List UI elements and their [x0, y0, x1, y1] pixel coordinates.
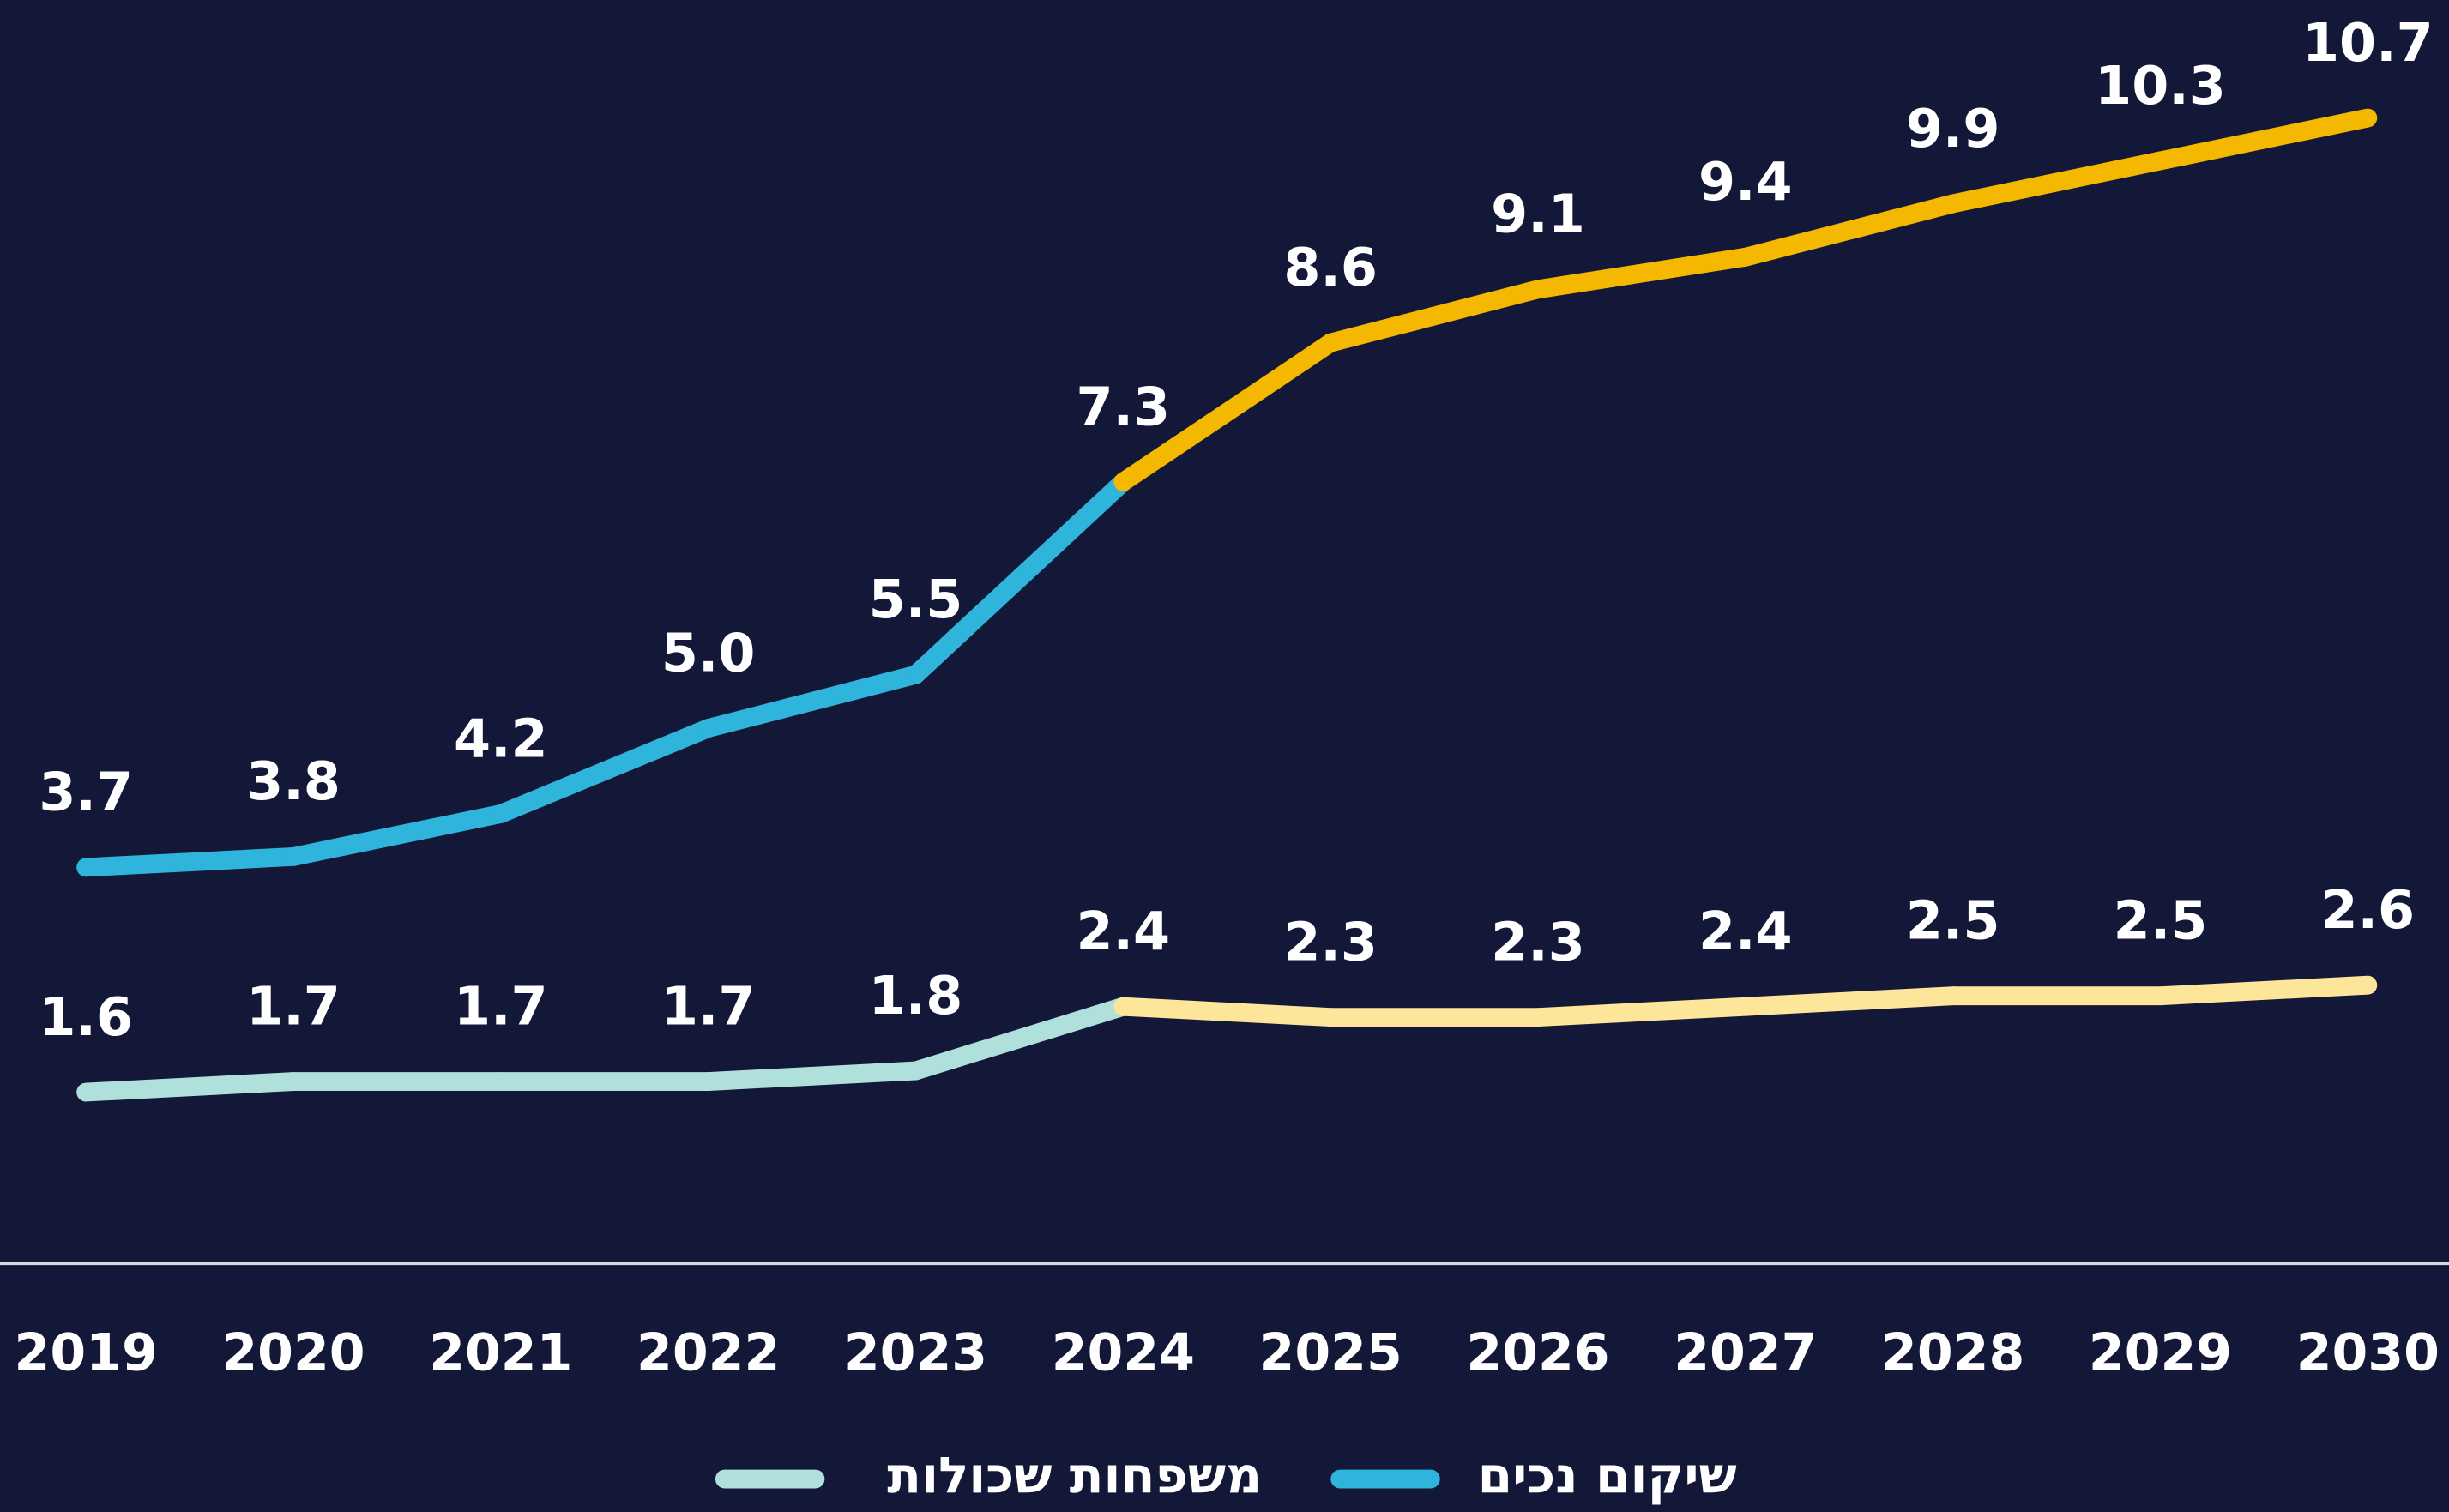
x-tick-label: 2027 — [1674, 1322, 1817, 1382]
data-label: 10.7 — [2302, 12, 2434, 74]
data-label: 1.7 — [454, 975, 548, 1037]
x-tick-label: 2026 — [1466, 1322, 1609, 1382]
data-label: 7.3 — [1076, 376, 1170, 437]
data-label: 9.4 — [1698, 151, 1793, 213]
legend-label: משפחות שכולות — [887, 1447, 1262, 1505]
line-segment — [906, 473, 1133, 684]
x-tick-label: 2024 — [1052, 1322, 1195, 1382]
data-label: 3.7 — [39, 762, 133, 823]
data-label: 9.1 — [1491, 184, 1585, 245]
line-segment — [1735, 986, 1963, 1016]
x-tick-label: 2029 — [2089, 1322, 2232, 1382]
data-label: 9.9 — [1906, 98, 2000, 160]
data-label: 10.3 — [2095, 55, 2226, 117]
data-label: 1.7 — [661, 975, 756, 1037]
line-segment — [2150, 108, 2378, 171]
data-label: 2.5 — [1906, 890, 2000, 952]
line-segment — [1735, 194, 1963, 267]
x-tick-label: 2030 — [2296, 1322, 2440, 1382]
x-tick-label: 2019 — [15, 1322, 158, 1382]
x-tick-label: 2025 — [1259, 1322, 1402, 1382]
data-label: 1.7 — [246, 975, 341, 1037]
x-tick-label: 2023 — [844, 1322, 987, 1382]
line-segment — [698, 665, 926, 738]
line-segment — [698, 1061, 926, 1091]
line-segment — [1529, 247, 1755, 299]
line-segment — [76, 1072, 303, 1102]
data-label: 2.4 — [1076, 901, 1170, 962]
line-segment — [1529, 997, 1755, 1027]
line-segment — [1113, 333, 1341, 491]
line-segment — [1321, 280, 1547, 352]
data-label: 3.8 — [246, 750, 341, 812]
x-tick-label: 2028 — [1881, 1322, 2024, 1382]
data-label: 2.5 — [2114, 890, 2208, 952]
x-tick-label: 2022 — [636, 1322, 780, 1382]
line-segment — [284, 804, 510, 866]
line-segment — [1943, 151, 2170, 214]
x-tick-label: 2020 — [221, 1322, 365, 1382]
data-label: 2.3 — [1491, 911, 1585, 973]
line-segment — [2150, 975, 2378, 1006]
data-label: 8.6 — [1283, 237, 1378, 298]
x-tick-label: 2021 — [429, 1322, 572, 1382]
line-segment — [491, 719, 718, 823]
data-label: 2.3 — [1283, 911, 1378, 973]
data-label: 5.0 — [661, 622, 756, 684]
data-label: 5.5 — [869, 569, 963, 630]
data-label: 4.2 — [454, 708, 548, 769]
data-label: 2.4 — [1698, 901, 1793, 962]
legend-label: שיקום נכים — [1478, 1447, 1737, 1505]
data-label: 1.6 — [39, 986, 133, 1048]
line-segment — [76, 846, 303, 877]
data-label: 1.8 — [869, 965, 963, 1027]
data-label: 2.6 — [2320, 879, 2415, 941]
line-segment — [1113, 997, 1341, 1027]
line-segment — [906, 997, 1133, 1081]
